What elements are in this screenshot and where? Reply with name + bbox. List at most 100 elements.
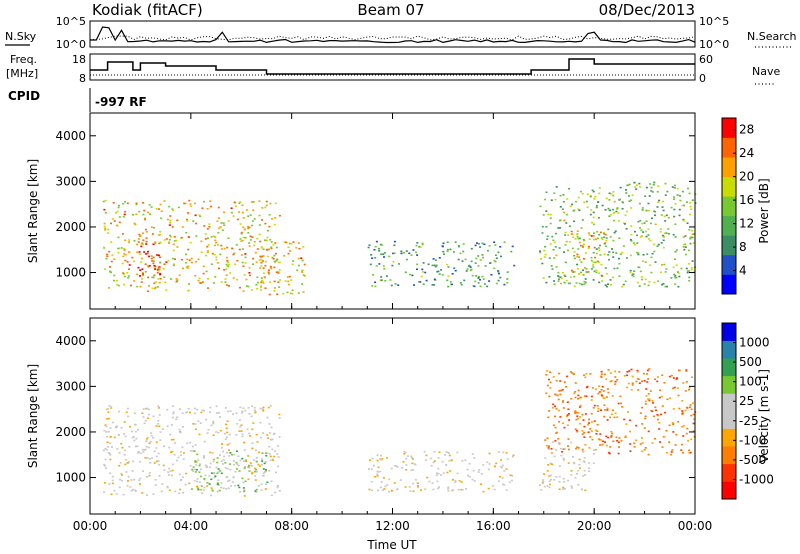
echo-pixel	[109, 270, 111, 273]
echo-pixel	[393, 240, 396, 243]
echo-pixel	[592, 251, 595, 254]
echo-pixel	[616, 416, 619, 418]
echo-pixel	[203, 440, 206, 443]
echo-pixel	[209, 466, 212, 469]
y-tick-label: 3000	[55, 174, 86, 188]
echo-pixel	[687, 187, 689, 190]
echo-pixel	[405, 258, 408, 261]
echo-pixel	[262, 255, 265, 257]
echo-pixel	[165, 238, 168, 240]
echo-pixel	[303, 263, 306, 266]
echo-pixel	[630, 225, 633, 227]
echo-pixel	[116, 210, 119, 213]
echo-pixel	[628, 195, 630, 197]
echo-pixel	[613, 211, 616, 214]
echo-pixel	[584, 252, 587, 254]
echo-pixel	[479, 285, 482, 288]
echo-pixel	[471, 274, 474, 277]
echo-pixel	[561, 208, 564, 210]
echo-pixel	[562, 401, 564, 403]
echo-pixel	[239, 223, 242, 225]
echo-pixel	[127, 480, 129, 482]
echo-pixel	[252, 209, 255, 211]
echo-pixel	[390, 284, 393, 287]
echo-pixel	[152, 276, 155, 279]
echo-pixel	[228, 263, 230, 266]
echo-pixel	[184, 202, 187, 205]
echo-pixel	[123, 253, 126, 255]
echo-pixel	[144, 263, 147, 265]
echo-pixel	[411, 457, 413, 459]
echo-pixel	[670, 206, 673, 209]
echo-pixel	[673, 273, 676, 276]
echo-pixel	[266, 452, 269, 454]
echo-pixel	[603, 232, 605, 235]
echo-pixel	[260, 277, 263, 279]
echo-pixel	[408, 252, 411, 255]
echo-pixel	[590, 256, 593, 259]
echo-pixel	[546, 238, 549, 240]
echo-pixel	[592, 216, 595, 219]
echo-pixel	[579, 396, 582, 399]
echo-pixel	[283, 241, 286, 243]
echo-pixel	[149, 213, 151, 215]
echo-pixel	[278, 413, 281, 416]
echo-pixel	[208, 483, 211, 485]
echo-pixel	[585, 271, 588, 273]
echo-pixel	[147, 211, 149, 214]
echo-pixel	[663, 382, 666, 384]
y-tick-label: 2000	[55, 220, 86, 234]
echo-pixel	[498, 272, 500, 275]
echo-pixel	[262, 267, 265, 269]
echo-pixel	[562, 407, 565, 409]
echo-pixel	[260, 458, 263, 460]
echo-pixel	[675, 276, 678, 279]
echo-pixel	[202, 457, 205, 459]
echo-pixel	[104, 447, 107, 450]
echo-pixel	[239, 491, 242, 493]
echo-pixel	[622, 222, 625, 224]
echo-pixel	[412, 490, 415, 493]
beam-title: Beam 07	[357, 1, 424, 19]
echo-pixel	[600, 389, 603, 391]
echo-pixel	[124, 449, 127, 452]
echo-pixel	[123, 433, 125, 435]
echo-pixel	[157, 278, 160, 280]
echo-pixel	[206, 245, 209, 248]
echo-pixel	[563, 458, 566, 461]
echo-pixel	[185, 472, 188, 475]
echo-pixel	[159, 261, 162, 264]
echo-pixel	[639, 219, 642, 222]
echo-pixel	[616, 439, 619, 442]
echo-pixel	[607, 391, 610, 394]
echo-pixel	[188, 283, 190, 285]
echo-pixel	[171, 469, 174, 472]
echo-pixel	[630, 240, 633, 242]
echo-pixel	[148, 474, 151, 477]
echo-pixel	[625, 228, 628, 230]
echo-pixel	[684, 246, 687, 248]
echo-pixel	[588, 418, 590, 421]
echo-pixel	[648, 195, 651, 197]
echo-pixel	[193, 407, 196, 410]
echo-pixel	[638, 202, 641, 205]
echo-pixel	[118, 464, 121, 467]
echo-pixel	[670, 451, 673, 453]
echo-pixel	[139, 253, 141, 255]
echo-pixel	[641, 450, 644, 453]
echo-pixel	[392, 252, 395, 255]
echo-pixel	[291, 289, 294, 292]
echo-pixel	[222, 487, 225, 490]
echo-pixel	[163, 276, 166, 278]
echo-pixel	[577, 397, 579, 400]
echo-pixel	[681, 412, 684, 414]
echo-pixel	[182, 458, 185, 460]
echo-pixel	[674, 203, 677, 205]
echo-pixel	[173, 236, 176, 238]
echo-pixel	[681, 190, 684, 193]
echo-pixel	[424, 488, 427, 491]
echo-pixel	[141, 272, 144, 274]
echo-pixel	[546, 485, 549, 487]
echo-pixel	[137, 241, 140, 243]
echo-pixel	[609, 236, 612, 238]
